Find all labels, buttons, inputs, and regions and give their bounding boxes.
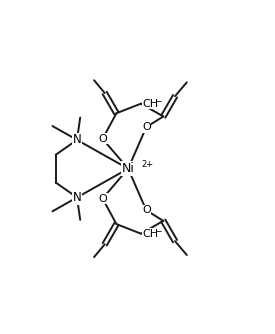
Text: Ni: Ni [122,162,134,175]
Text: O: O [98,134,107,144]
Text: O: O [142,205,151,215]
Text: CH: CH [143,99,159,109]
Text: N: N [73,133,81,146]
Text: CH: CH [143,229,159,239]
Text: O: O [98,193,107,203]
Text: 2+: 2+ [141,160,153,169]
Text: −: − [154,97,161,106]
Text: −: − [154,226,161,235]
Text: O: O [142,122,151,132]
Text: N: N [73,191,81,204]
